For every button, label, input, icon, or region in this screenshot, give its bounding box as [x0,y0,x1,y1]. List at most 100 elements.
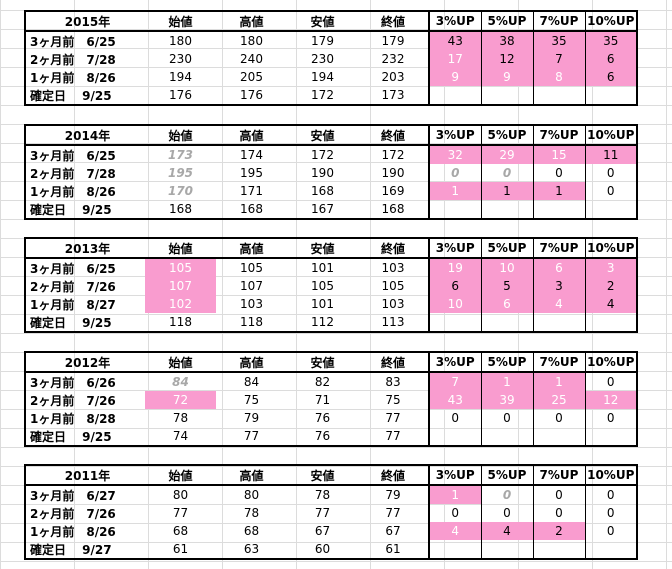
cell-low: 67 [314,524,331,538]
row-label: 確定日 9/25 [24,200,145,220]
cell-close: 232 [358,50,430,68]
table-row: 1ヶ月前 8/26 170 171 168 169 1 1 1 0 [24,182,638,200]
cell-open: 80 [172,488,189,502]
cell-high: 205 [240,70,263,84]
cell-low: 194 [311,70,334,84]
cell-open: 176 [145,86,216,106]
cell-high: 68 [243,524,260,538]
cell-high: 118 [216,313,287,333]
col-low: 安値 [287,125,358,146]
cell-close: 179 [358,31,430,50]
year-label: 2011年 [24,465,145,486]
table-2015: 2015年 始値 高値 安値 終値 3%UP 5%UP 7%UP 10%UP 3… [24,10,638,106]
cell-up7: 2 [533,522,586,540]
col-open: 始値 [145,352,216,373]
cell-close: 67 [358,522,430,540]
row-label: 3ヶ月前 6/25 [24,31,145,50]
cell-up10: 35 [585,31,638,50]
cell-up7 [533,86,586,106]
cell-up3 [429,86,482,106]
cell-up10: 6 [585,68,638,86]
row-label: 確定日 9/27 [24,540,145,560]
cell-up7: 0 [533,504,586,522]
year-label: 2014年 [24,125,145,146]
cell-up10: 0 [585,164,638,182]
cell-open: 84 [172,375,189,389]
row-label: 2ヶ月前 7/26 [24,391,145,409]
col-up10: 10%UP [585,465,638,486]
cell-close: 103 [358,295,430,313]
table-row: 2ヶ月前 7/28 195 195 190 190 0 0 0 0 [24,164,638,182]
cell-close: 75 [358,391,430,409]
row-label: 3ヶ月前 6/26 [24,372,145,391]
cell-up7: 15 [533,145,586,164]
cell-open: 72 [145,391,216,409]
header-row: 2015年 始値 高値 安値 終値 3%UP 5%UP 7%UP 10%UP [24,11,638,32]
col-up3: 3%UP [429,238,482,259]
cell-up3: 19 [429,258,482,277]
cell-up7: 0 [533,164,586,182]
col-close: 終値 [358,11,430,32]
cell-close: 172 [358,145,430,164]
cell-up3 [429,540,482,560]
cell-up5: 38 [481,31,534,50]
cell-up7: 6 [533,258,586,277]
cell-open: 68 [172,524,189,538]
cell-up7 [533,200,586,220]
col-close: 終値 [358,238,430,259]
col-close: 終値 [358,352,430,373]
col-low: 安値 [287,465,358,486]
cell-up10: 11 [585,145,638,164]
col-up10: 10%UP [585,352,638,373]
row-label: 1ヶ月前 8/26 [24,182,145,200]
col-high: 高値 [216,352,287,373]
cell-up3: 32 [429,145,482,164]
col-up5: 5%UP [481,465,534,486]
col-low: 安値 [287,352,358,373]
cell-high: 103 [240,297,263,311]
col-up3: 3%UP [429,352,482,373]
cell-up5: 1 [481,372,534,391]
col-up7: 7%UP [533,11,586,32]
cell-open: 170 [167,184,194,198]
cell-up10: 0 [585,522,638,540]
cell-up10: 4 [585,295,638,313]
table-row: 2ヶ月前 7/26 77 78 77 77 0 0 0 0 [24,504,638,522]
cell-up5: 0 [481,485,534,504]
row-label: 3ヶ月前 6/25 [24,145,145,164]
cell-up7: 25 [533,391,586,409]
cell-open: 194 [169,70,192,84]
table-2014: 2014年 始値 高値 安値 終値 3%UP 5%UP 7%UP 10%UP 3… [24,124,638,220]
table-row: 確定日 9/25 176 176 172 173 [24,86,638,106]
cell-up10: 2 [585,277,638,295]
cell-up7: 0 [533,485,586,504]
cell-open: 173 [167,148,194,162]
header-row: 2014年 始値 高値 安値 終値 3%UP 5%UP 7%UP 10%UP [24,125,638,146]
cell-up3: 43 [429,391,482,409]
col-up10: 10%UP [585,11,638,32]
cell-low: 78 [314,488,331,502]
cell-up10 [585,540,638,560]
cell-up5: 9 [481,68,534,86]
cell-up3: 0 [429,164,482,182]
col-up3: 3%UP [429,11,482,32]
col-low: 安値 [287,11,358,32]
cell-up7: 0 [533,409,586,427]
cell-low: 112 [287,313,358,333]
cell-up10: 0 [585,485,638,504]
cell-up10: 3 [585,258,638,277]
cell-high: 240 [240,52,263,66]
table-row: 確定日 9/27 61 63 60 61 [24,540,638,560]
cell-close: 61 [358,540,430,560]
row-label: 2ヶ月前 7/26 [24,504,145,522]
row-label: 1ヶ月前 8/26 [24,68,145,86]
cell-up7: 4 [533,295,586,313]
col-up10: 10%UP [585,238,638,259]
cell-close: 203 [358,68,430,86]
table-row: 1ヶ月前 8/27 102 103 101 103 10 6 4 4 [24,295,638,313]
cell-up3: 4 [429,522,482,540]
col-up3: 3%UP [429,465,482,486]
cell-close: 77 [358,409,430,427]
cell-up7: 1 [533,182,586,200]
row-label: 2ヶ月前 7/28 [24,164,145,182]
